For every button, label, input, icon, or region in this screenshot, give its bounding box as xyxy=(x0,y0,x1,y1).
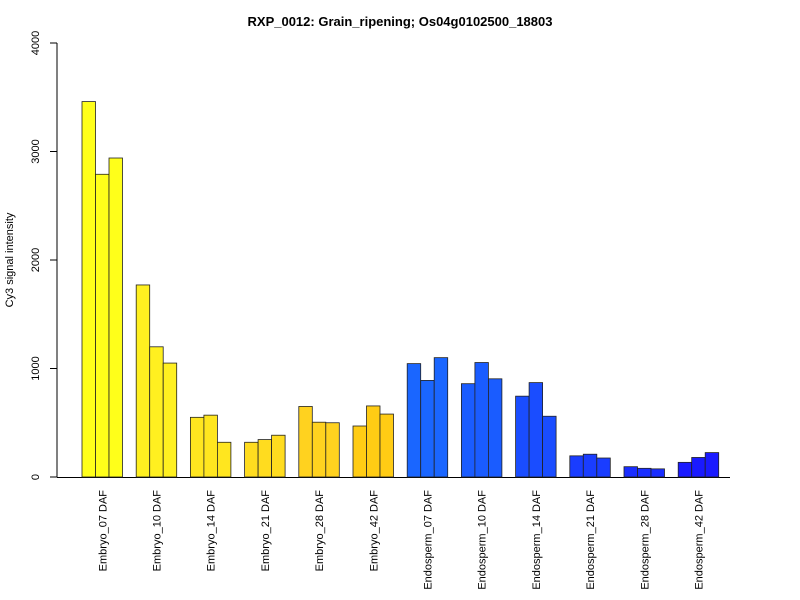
bar xyxy=(515,395,530,478)
bar xyxy=(474,362,489,478)
bar xyxy=(203,414,218,478)
bars xyxy=(81,101,720,478)
x-tick-label: Endosperm_10 DAF xyxy=(477,490,489,590)
bar xyxy=(596,457,611,478)
bar xyxy=(298,406,313,478)
bar xyxy=(81,101,96,478)
bar xyxy=(582,453,598,478)
x-tick-label: Embryo_42 DAF xyxy=(368,490,380,572)
x-tick-label: Embryo_10 DAF xyxy=(151,490,163,572)
x-labels: Embryo_07 DAF Embryo_10 DAF Embryo_14 DAF E… xyxy=(97,490,705,590)
bar xyxy=(704,452,720,478)
chart-title: RXP_0012: Grain_ripening; Os04g0102500_1… xyxy=(248,14,553,29)
bar xyxy=(108,157,123,478)
y-tick-label: 2000 xyxy=(30,248,42,272)
bar xyxy=(95,173,110,478)
x-tick-label: Embryo_21 DAF xyxy=(260,490,272,572)
bar xyxy=(691,457,706,478)
bar xyxy=(379,413,394,478)
bar xyxy=(420,380,435,478)
bar xyxy=(149,346,164,478)
bar xyxy=(325,422,340,478)
bar xyxy=(528,382,543,478)
bar xyxy=(677,461,693,478)
x-tick-label: Endosperm_42 DAF xyxy=(693,490,705,590)
x-tick-label: Embryo_28 DAF xyxy=(314,490,326,572)
bar xyxy=(189,416,205,478)
x-tick-label: Endosperm_14 DAF xyxy=(531,490,543,590)
y-tick-label: 3000 xyxy=(30,139,42,163)
bar xyxy=(406,363,422,478)
bar xyxy=(650,468,665,478)
y-tick-label: 1000 xyxy=(30,356,42,380)
bar xyxy=(352,425,367,478)
bar xyxy=(569,455,584,478)
bar xyxy=(257,439,273,478)
y-axis-label: Cy3 signal intensity xyxy=(4,212,16,307)
bar xyxy=(623,466,638,478)
bar xyxy=(487,378,503,478)
bar xyxy=(311,421,327,478)
bar xyxy=(244,441,259,478)
bar xyxy=(637,467,652,478)
bar xyxy=(433,357,449,478)
y-ticks: 0 1000 2000 3000 4000 xyxy=(30,31,57,480)
bar xyxy=(216,441,232,478)
bar xyxy=(460,383,476,478)
y-tick-label: 0 xyxy=(30,474,42,480)
x-tick-label: Endosperm_21 DAF xyxy=(585,490,597,590)
x-tick-label: Endosperm_28 DAF xyxy=(639,490,651,590)
bar xyxy=(542,415,557,478)
x-tick-label: Embryo_14 DAF xyxy=(206,490,218,572)
bar xyxy=(135,284,151,478)
bar xyxy=(366,405,381,478)
bar xyxy=(162,362,178,478)
x-tick-label: Endosperm_07 DAF xyxy=(422,490,434,590)
bar xyxy=(271,434,286,478)
y-tick-label: 4000 xyxy=(30,31,42,55)
x-tick-label: Embryo_07 DAF xyxy=(97,490,109,572)
